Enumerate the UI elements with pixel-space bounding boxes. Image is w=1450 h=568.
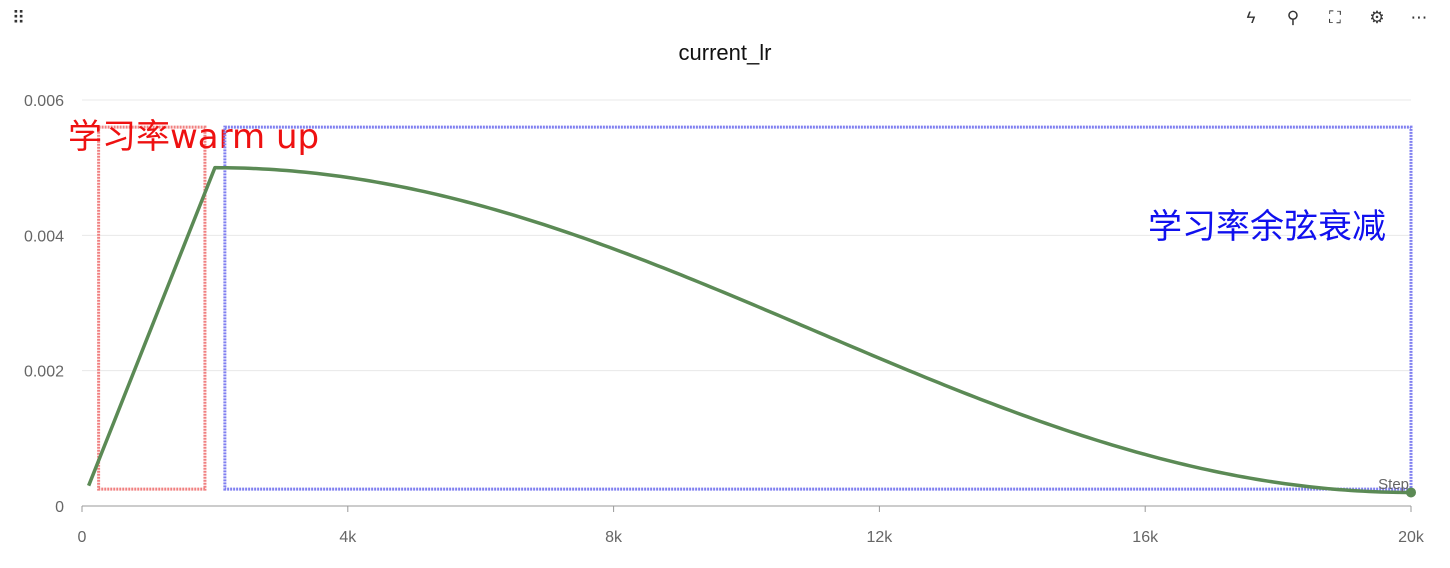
x-tick-label: 8k bbox=[605, 529, 623, 546]
y-tick-label: 0.002 bbox=[24, 364, 64, 381]
x-tick-label: 20k bbox=[1398, 529, 1425, 546]
pin-icon[interactable]: ⚲ bbox=[1286, 8, 1300, 27]
x-tick-label: 4k bbox=[339, 529, 357, 546]
chart-title: current_lr bbox=[678, 40, 772, 65]
axis-layer: 0 0.002 0.004 0.006 0 4k 8k 12k 16k 20k Step bbox=[24, 93, 1425, 546]
y-tick-label: 0.004 bbox=[24, 228, 64, 245]
annotation-label: 学习率余弦衰减 bbox=[1148, 207, 1386, 247]
x-tick-label: 0 bbox=[78, 529, 87, 546]
lightning-icon[interactable]: ϟ bbox=[1246, 8, 1256, 27]
panel-toolbar: ϟ ⚲ ⛶ ⚙ ⋯ bbox=[1234, 4, 1436, 32]
annotation-box bbox=[97, 125, 207, 491]
drag-handle-icon[interactable]: ⠿ bbox=[12, 8, 25, 28]
y-tick-label: 0.006 bbox=[24, 93, 64, 110]
series-layer bbox=[87, 165, 1416, 498]
series-end-point[interactable] bbox=[1406, 487, 1416, 498]
more-icon[interactable]: ⋯ bbox=[1410, 8, 1428, 27]
annotation-label: 学习率warm up bbox=[68, 117, 319, 157]
annotation-box bbox=[223, 125, 1413, 491]
series-line bbox=[87, 165, 1412, 495]
grid-layer bbox=[82, 99, 1411, 372]
x-axis-label: Step bbox=[1378, 476, 1409, 493]
gear-icon[interactable]: ⚙ bbox=[1369, 8, 1385, 27]
x-tick-label: 12k bbox=[867, 529, 894, 546]
annotation-layer: 学习率warm up 学习率余弦衰减 bbox=[68, 117, 1413, 491]
y-tick-label: 0 bbox=[55, 499, 64, 516]
x-tick-label: 16k bbox=[1132, 529, 1159, 546]
fullscreen-icon[interactable]: ⛶ bbox=[1329, 8, 1341, 27]
